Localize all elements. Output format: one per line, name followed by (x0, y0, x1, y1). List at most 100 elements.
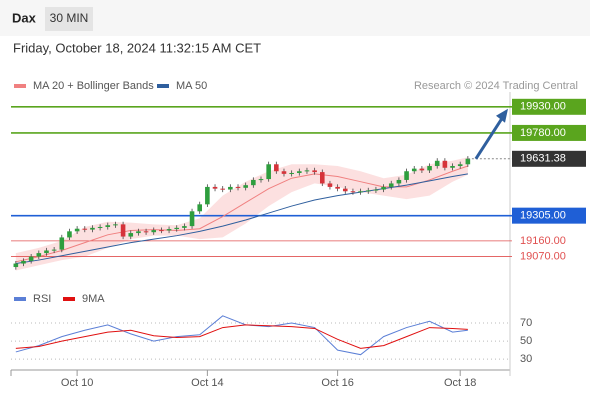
candle-body (212, 186, 218, 189)
candle-body (189, 211, 195, 227)
moving-average (15, 165, 469, 263)
rsi-line (15, 315, 468, 356)
candle-body (266, 164, 271, 180)
candle-body (442, 160, 448, 168)
candle-body (21, 260, 26, 264)
candle-body (174, 227, 180, 230)
candle-body (457, 164, 463, 167)
candle-body (13, 263, 19, 268)
candle-body (450, 166, 455, 168)
candle-body (396, 179, 402, 184)
candle-body (97, 226, 103, 228)
candle-body (350, 191, 356, 193)
candle-body (373, 189, 379, 191)
moving-average (15, 173, 468, 265)
candle-body (304, 170, 310, 172)
candle-body (419, 168, 425, 171)
candle-body (151, 230, 157, 233)
rsi-legend-label: RSI (33, 293, 51, 305)
interval-button[interactable] (45, 7, 93, 31)
candle-body (358, 191, 363, 193)
candle-body (235, 186, 241, 188)
level-box (512, 124, 586, 141)
interval[interactable]: 30 MIN (50, 11, 89, 25)
candle-body (381, 186, 386, 190)
candle-body (36, 253, 42, 257)
candle-body (319, 172, 325, 184)
candle-body (342, 188, 348, 192)
rsi-line (15, 324, 468, 349)
last-price-box (512, 150, 586, 167)
candle-body (228, 186, 233, 190)
candle-body (105, 225, 111, 227)
candle-body (82, 228, 88, 230)
candle-body (297, 171, 302, 173)
target-arrow (474, 115, 505, 160)
legend-swatch (14, 84, 26, 88)
credit: Research © 2024 Trading Central (414, 80, 578, 92)
candle-body (136, 231, 141, 234)
bollinger-band (15, 157, 468, 271)
candle-body (427, 166, 432, 171)
candle-body (51, 249, 57, 251)
candle-body (90, 227, 95, 230)
candle-body (128, 233, 134, 237)
candle-body (251, 179, 256, 186)
candle-body (465, 158, 471, 165)
candle-body (388, 183, 394, 187)
level-label: 19930.00 (520, 101, 566, 113)
candle-body (197, 204, 203, 212)
candle-body (243, 185, 248, 188)
candle-body (281, 171, 287, 174)
x-tick-label: Oct 10 (61, 377, 93, 389)
candle-body (327, 183, 333, 187)
candle-body (159, 230, 164, 232)
legend-swatch (157, 84, 169, 88)
level-label: 19160.00 (520, 235, 566, 247)
candle-body (59, 237, 65, 250)
x-tick-label: Oct 18 (444, 377, 476, 389)
candle-body (120, 224, 126, 237)
candle-body (205, 186, 210, 205)
candle-body (335, 186, 340, 189)
x-tick-label: Oct 14 (191, 377, 223, 389)
candle-body (312, 170, 317, 173)
level-label: 19305.00 (520, 210, 566, 222)
level-label: 19070.00 (520, 250, 566, 262)
rsi-tick-label: 70 (520, 317, 532, 329)
candle-body (434, 160, 440, 167)
level-label: 19780.00 (520, 127, 566, 139)
level-box (512, 98, 586, 115)
candle-body (274, 164, 279, 172)
x-tick-label: Oct 16 (321, 377, 353, 389)
candle-body (28, 256, 34, 261)
candle-body (365, 190, 371, 192)
candle-body (67, 231, 72, 238)
legend-label: MA 50 (176, 80, 207, 92)
candle-body (404, 171, 409, 180)
legend-label: MA 20 + Bollinger Bands (33, 80, 154, 92)
rsi-legend-label: 9MA (82, 293, 105, 305)
candle-body (166, 229, 172, 231)
rsi-legend-swatch (14, 297, 26, 301)
rsi-legend-swatch (63, 297, 75, 301)
arrow-head (496, 108, 508, 123)
candle-body (289, 172, 294, 174)
candle-body (143, 231, 149, 233)
last-price-label: 19631.38 (520, 153, 566, 165)
candle-body (74, 228, 80, 232)
candle-body (220, 188, 225, 190)
level-box (512, 207, 586, 224)
symbol: Dax (12, 10, 37, 25)
candle-body (411, 168, 417, 172)
candle-body (113, 224, 118, 226)
candle-body (182, 226, 187, 228)
rsi-tick-label: 50 (520, 335, 532, 347)
candle-body (44, 250, 49, 254)
timestamp: Friday, October 18, 2024 11:32:15 AM CET (13, 40, 261, 55)
header-bar (0, 0, 590, 36)
rsi-tick-label: 30 (520, 353, 532, 365)
candle-body (258, 179, 264, 181)
